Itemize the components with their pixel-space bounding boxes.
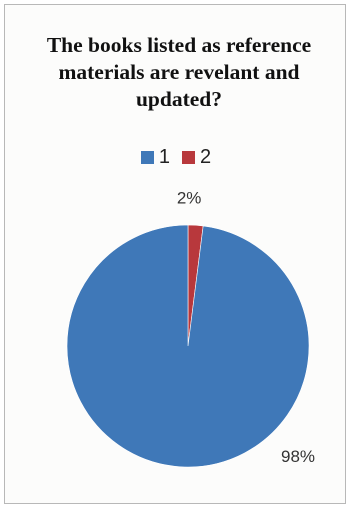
legend-item-2: 2 — [182, 146, 211, 169]
legend-item-1: 1 — [140, 146, 170, 169]
legend-swatch-2 — [182, 151, 195, 164]
legend-label-1: 1 — [158, 146, 170, 168]
pie-slices — [66, 224, 310, 468]
data-label-98: 98% — [281, 447, 315, 466]
data-label-2: 2% — [177, 188, 202, 207]
legend-label-2: 2 — [200, 146, 212, 168]
chart-legend: 1 2 — [0, 146, 352, 169]
chart-title: The books listed as reference materials … — [46, 33, 312, 111]
pie-slice-1 — [66, 224, 310, 468]
legend-swatch-1 — [140, 151, 154, 164]
